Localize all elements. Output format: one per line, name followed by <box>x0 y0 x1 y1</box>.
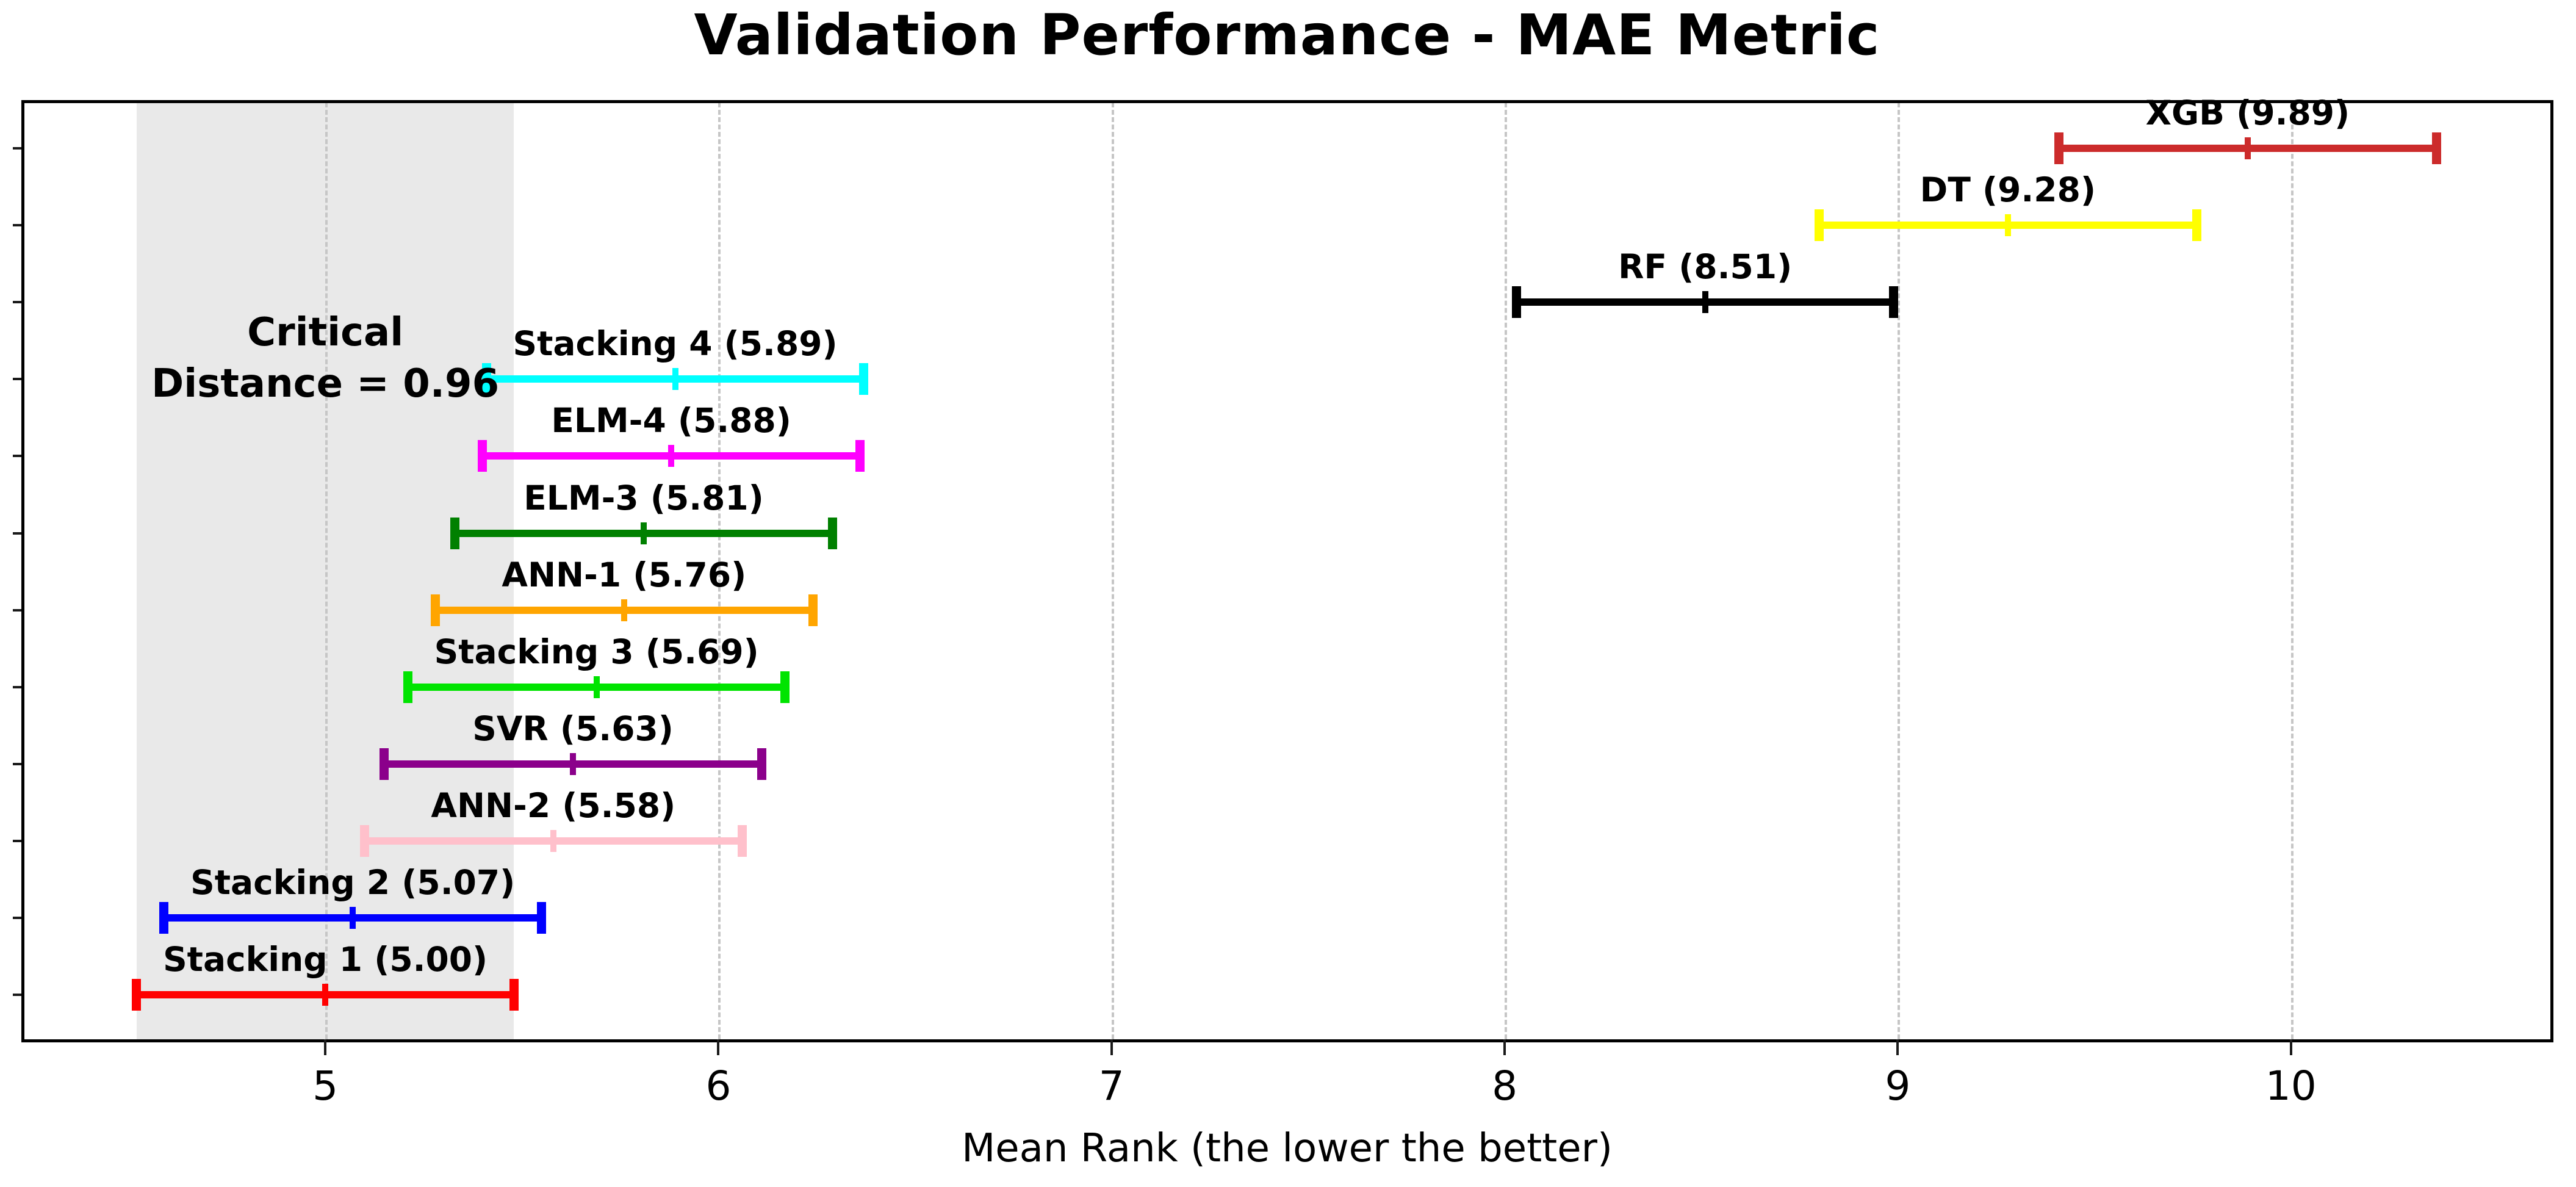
x-tick-label-10: 10 <box>2265 1063 2317 1109</box>
errorbar-mean-marker-ELM-3 <box>641 522 647 544</box>
errorbar-cap-left-ANN-2 <box>360 824 370 857</box>
bar-label-Stacking 4: Stacking 4 (5.89) <box>513 324 838 364</box>
y-tick-mark-XGB <box>13 147 21 150</box>
bar-label-Stacking 3: Stacking 3 (5.69) <box>434 632 759 671</box>
errorbar-cap-left-SVR <box>380 748 389 780</box>
bar-label-RF: RF (8.51) <box>1618 247 1793 287</box>
gridline-6 <box>718 103 721 1039</box>
errorbar-cap-right-Stacking 4 <box>859 363 869 395</box>
y-tick-mark-ELM-4 <box>13 455 21 458</box>
y-tick-mark-ANN-2 <box>13 839 21 842</box>
y-tick-mark-RF <box>13 301 21 304</box>
errorbar-cap-left-DT <box>1815 209 1824 242</box>
x-tick-mark-9 <box>1896 1039 1899 1055</box>
errorbar-cap-right-RF <box>1889 286 1899 319</box>
x-tick-label-9: 9 <box>1885 1063 1911 1109</box>
y-tick-mark-Stacking 2 <box>13 917 21 919</box>
errorbar-cap-left-ELM-4 <box>478 440 487 472</box>
x-tick-label-5: 5 <box>312 1063 339 1109</box>
x-axis-label: Mean Rank (the lower the better) <box>962 1126 1613 1171</box>
errorbar-mean-marker-RF <box>1702 291 1708 314</box>
bar-label-ANN-1: ANN-1 (5.76) <box>502 555 747 594</box>
y-tick-mark-DT <box>13 224 21 227</box>
errorbar-cap-right-ELM-4 <box>855 440 865 472</box>
errorbar-cap-right-Stacking 1 <box>509 979 519 1011</box>
critical-distance-band <box>136 103 514 1039</box>
x-tick-mark-8 <box>1503 1039 1506 1055</box>
bar-label-Stacking 1: Stacking 1 (5.00) <box>163 940 488 980</box>
errorbar-cap-left-Stacking 4 <box>481 363 491 395</box>
errorbar-mean-marker-Stacking 4 <box>672 368 678 391</box>
y-tick-mark-Stacking 3 <box>13 685 21 688</box>
errorbar-mean-marker-Stacking 2 <box>350 907 356 929</box>
critical-distance-annotation: Critical Distance = 0.96 <box>151 307 499 410</box>
errorbar-mean-marker-ANN-1 <box>621 599 627 621</box>
x-tick-mark-6 <box>717 1039 720 1055</box>
y-tick-mark-Stacking 1 <box>13 994 21 997</box>
bar-label-ELM-4: ELM-4 (5.88) <box>551 401 791 441</box>
critical-distance-annotation-line2: Distance = 0.96 <box>151 361 500 407</box>
x-tick-mark-10 <box>2289 1039 2292 1055</box>
plot-area: Critical Distance = 0.96 XGB (9.89) DT (9… <box>23 95 2550 1039</box>
gridline-7 <box>1111 103 1114 1039</box>
bar-label-DT: DT (9.28) <box>1919 170 2096 210</box>
gridline-10 <box>2290 103 2294 1039</box>
gridline-8 <box>1505 103 1508 1039</box>
bar-label-ANN-2: ANN-2 (5.58) <box>431 785 676 825</box>
x-tick-mark-7 <box>1110 1039 1113 1055</box>
errorbar-cap-left-Stacking 3 <box>403 671 412 703</box>
errorbar-mean-marker-Stacking 3 <box>593 676 600 698</box>
errorbar-mean-marker-XGB <box>2244 137 2251 159</box>
errorbar-cap-right-ANN-2 <box>737 824 747 857</box>
errorbar-mean-marker-ANN-2 <box>550 829 556 852</box>
errorbar-cap-right-ANN-1 <box>808 594 818 626</box>
gridline-5 <box>325 103 328 1039</box>
y-tick-mark-SVR <box>13 762 21 765</box>
errorbar-cap-right-XGB <box>2431 132 2441 164</box>
critical-distance-annotation-line1: Critical <box>247 310 404 355</box>
errorbar-cap-left-ANN-1 <box>431 594 441 626</box>
errorbar-mean-marker-DT <box>2004 214 2011 237</box>
errorbar-cap-left-Stacking 1 <box>132 979 142 1011</box>
gridline-9 <box>1898 103 1901 1039</box>
errorbar-cap-left-XGB <box>2054 132 2064 164</box>
bar-label-ELM-3: ELM-3 (5.81) <box>523 478 764 518</box>
x-tick-label-7: 7 <box>1098 1063 1124 1109</box>
errorbar-cap-right-DT <box>2192 209 2201 242</box>
bar-label-XGB: XGB (9.89) <box>2145 93 2350 132</box>
errorbar-cap-right-Stacking 2 <box>537 902 546 934</box>
errorbar-cap-left-Stacking 2 <box>159 902 169 934</box>
y-tick-mark-ANN-1 <box>13 608 21 612</box>
errorbar-cap-right-Stacking 3 <box>780 671 790 703</box>
errorbar-cap-left-ELM-3 <box>450 517 460 549</box>
bar-label-Stacking 2: Stacking 2 (5.07) <box>190 863 516 902</box>
x-tick-label-6: 6 <box>705 1063 732 1109</box>
errorbar-cap-left-RF <box>1511 286 1521 319</box>
errorbar-mean-marker-ELM-4 <box>668 445 675 467</box>
errorbar-mean-marker-Stacking 1 <box>322 984 329 1006</box>
chart-title: Validation Performance - MAE Metric <box>694 2 1880 68</box>
errorbar-cap-right-ELM-3 <box>827 517 837 549</box>
errorbar-mean-marker-SVR <box>570 752 577 775</box>
y-tick-mark-Stacking 4 <box>13 378 21 381</box>
x-tick-label-8: 8 <box>1492 1063 1518 1109</box>
bar-label-SVR: SVR (5.63) <box>472 709 674 748</box>
y-tick-mark-ELM-3 <box>13 532 21 535</box>
x-tick-mark-5 <box>324 1039 327 1055</box>
errorbar-cap-right-SVR <box>757 748 766 780</box>
